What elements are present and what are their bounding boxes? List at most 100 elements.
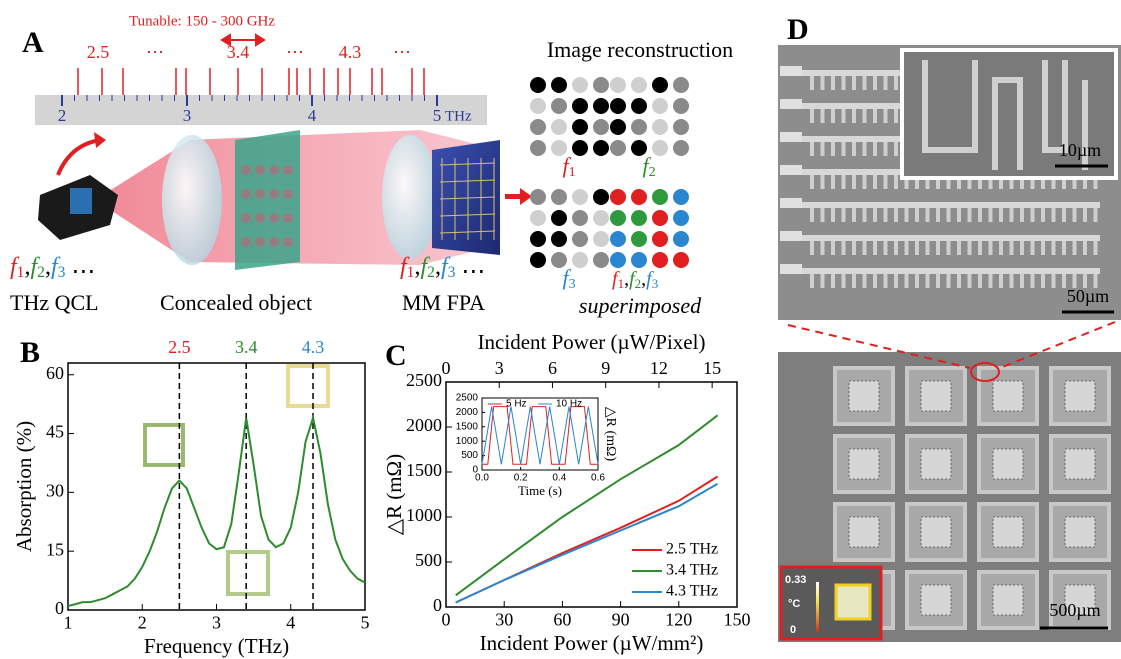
comb-finger: [873, 175, 877, 189]
y-tick-label: 1500: [406, 460, 442, 480]
ellipsis: ⋯: [71, 259, 95, 285]
panel-label: B: [20, 336, 40, 369]
comb-finger: [1094, 208, 1098, 222]
frequency-ruler: [35, 95, 487, 125]
pixel-dot: [652, 140, 668, 156]
comb-finger: [884, 241, 888, 255]
comb-finger: [821, 274, 825, 288]
ruler-label: 3: [183, 106, 192, 125]
data-line: [482, 407, 598, 465]
ruler-unit: THz: [445, 108, 472, 124]
x-tick-label: 1: [64, 613, 73, 633]
legend-label: 10 Hz: [556, 399, 582, 410]
y-tick-label: 30: [46, 481, 64, 501]
y-tick-label: 15: [46, 539, 64, 559]
x-tick-label: 4: [286, 613, 295, 633]
line-label: 4.3: [339, 42, 362, 62]
source-label: THz QCL: [10, 290, 99, 315]
pixel-dot: [673, 77, 689, 93]
mask-hole: [269, 237, 279, 247]
comb-finger: [947, 274, 951, 288]
comb-finger: [926, 274, 930, 288]
plot-frame: [68, 363, 365, 610]
comb-finger: [989, 208, 993, 222]
comb-finger: [978, 274, 982, 288]
comb-finger: [1073, 208, 1077, 222]
pixel-dot: [652, 98, 668, 114]
comb-finger: [957, 274, 961, 288]
y-axis-label: △R (mΩ): [603, 407, 618, 462]
mask-hole: [283, 189, 293, 199]
thermal-pixel: [836, 585, 870, 619]
pixel-dot: [631, 252, 647, 268]
x-tick-label: 3: [212, 613, 221, 633]
pixel-dot: [530, 119, 546, 135]
x-tick-label: 0.4: [552, 473, 566, 484]
comb-finger: [863, 109, 867, 123]
source-arrow: [58, 140, 100, 175]
comb-finger: [873, 208, 877, 222]
pixel-absorber: [849, 517, 879, 547]
comb-finger: [852, 241, 856, 255]
x-tick-label: 30: [495, 610, 513, 630]
comb-finger: [989, 274, 993, 288]
comb-finger: [842, 76, 846, 90]
pixel-dot: [631, 119, 647, 135]
comb-finger: [957, 208, 961, 222]
comb-finger: [884, 142, 888, 156]
comb-finger: [842, 274, 846, 288]
comb-finger: [1062, 241, 1066, 255]
lens: [382, 135, 438, 259]
comb-finger: [1010, 241, 1014, 255]
comb-pad: [780, 231, 802, 241]
superimposed-label: superimposed: [579, 293, 702, 318]
source-arrowhead: [94, 132, 106, 148]
comb-finger: [1052, 208, 1056, 222]
marker-label: 4.3: [302, 337, 325, 357]
mask-hole: [269, 189, 279, 199]
frequency-label: f3: [562, 265, 575, 292]
comb-finger: [810, 109, 814, 123]
comb-finger: [810, 175, 814, 189]
comb-pad: [780, 99, 802, 109]
comb-finger: [873, 109, 877, 123]
pixel-dot: [652, 252, 668, 268]
comb-finger: [936, 241, 940, 255]
tunable-label: Tunable: 150 - 300 GHz: [129, 13, 275, 29]
comb-finger: [968, 241, 972, 255]
y-tick-label: 60: [46, 363, 64, 383]
panel-label: A: [22, 26, 44, 59]
comb-finger: [842, 109, 846, 123]
pixel-dot: [530, 252, 546, 268]
comb-pad: [780, 165, 802, 175]
comb-finger: [1052, 241, 1056, 255]
line-label: ⋯: [393, 42, 411, 62]
x-tick-label: 0.6: [591, 473, 605, 484]
data-line: [68, 418, 365, 606]
y-tick-label: 2500: [406, 370, 442, 390]
y-tick-label: 1500: [456, 421, 479, 432]
comb-finger: [852, 208, 856, 222]
pixel-absorber: [849, 381, 879, 411]
comb-finger: [873, 241, 877, 255]
pixel-dot: [530, 210, 546, 226]
colorbar-unit: °C: [788, 598, 800, 610]
comb-finger: [810, 241, 814, 255]
pixel-dot: [551, 231, 567, 247]
mask-hole: [283, 165, 293, 175]
comb-finger: [852, 274, 856, 288]
y-tick-label: 1000: [456, 436, 479, 447]
frequency-lines: [78, 68, 424, 95]
comb-finger: [1073, 241, 1077, 255]
pixel-dot: [610, 210, 626, 226]
freq-index: 2: [37, 264, 45, 281]
pixel-dot: [631, 98, 647, 114]
comb-finger: [989, 241, 993, 255]
comb-finger: [926, 241, 930, 255]
comb-finger: [842, 241, 846, 255]
comb-finger: [863, 76, 867, 90]
reconstruct-arrow: [505, 188, 532, 205]
comb-finger: [831, 241, 835, 255]
mask-hole: [241, 213, 251, 223]
pixel-dot: [631, 189, 647, 205]
